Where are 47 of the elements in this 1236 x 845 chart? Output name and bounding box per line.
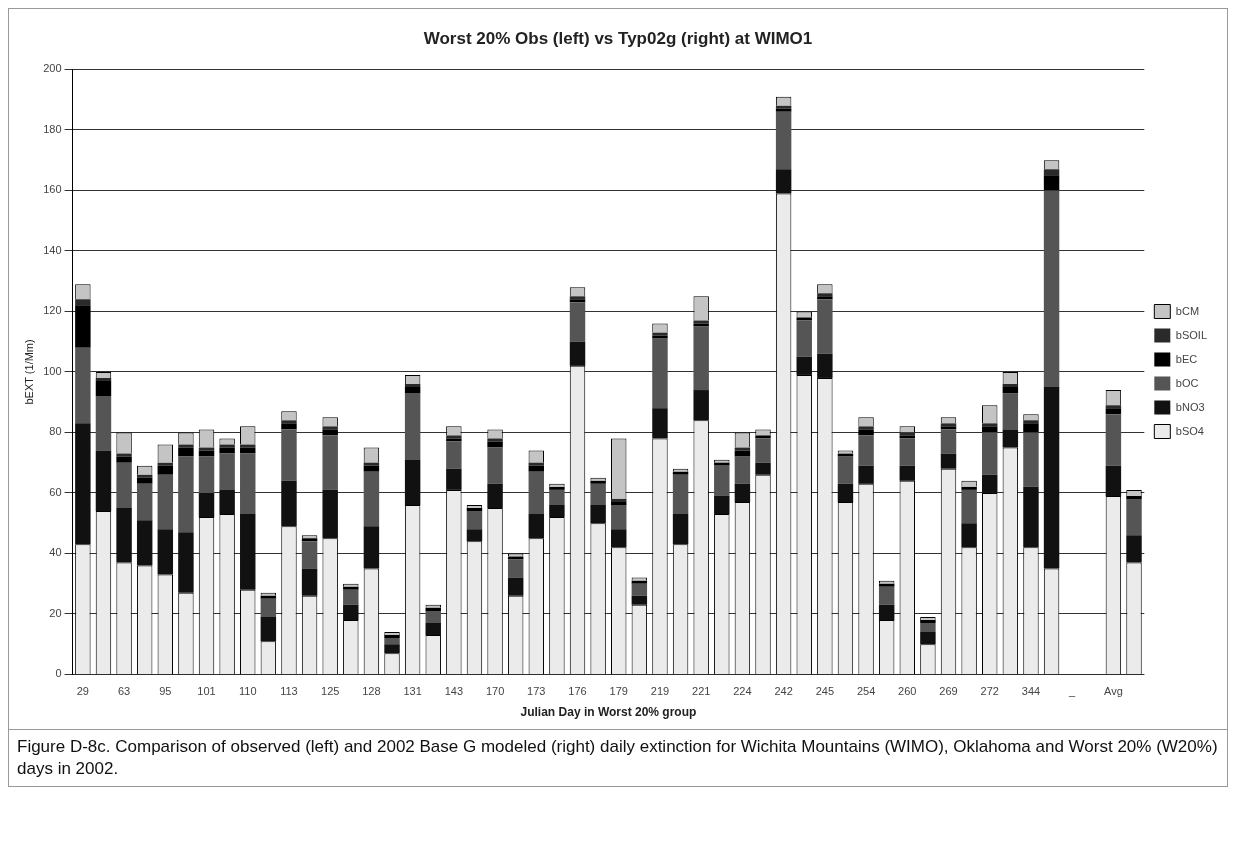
legend-label: bSO4 <box>1175 424 1204 437</box>
x-tick-label: 113 <box>280 685 298 698</box>
legend-label: bOC <box>1175 376 1199 389</box>
y-tick-label: 120 <box>43 304 62 317</box>
x-tick-label: 63 <box>117 685 131 698</box>
x-tick-label: 254 <box>856 685 876 698</box>
x-tick-label: 110 <box>238 685 257 698</box>
legend-label: bSOIL <box>1175 328 1207 341</box>
x-tick-label: 224 <box>733 685 752 698</box>
legend-label: bCM <box>1175 304 1200 317</box>
y-tick-label: 200 <box>43 62 62 75</box>
x-tick-label: 272 <box>980 685 999 698</box>
x-tick-label: 128 <box>362 685 381 698</box>
y-tick-label: 100 <box>43 364 62 377</box>
x-tick-label: 260 <box>898 685 917 698</box>
y-tick-label: 0 <box>55 667 62 680</box>
x-tick-label: 125 <box>321 685 340 698</box>
legend-label: bNO3 <box>1175 400 1205 413</box>
x-tick-label: 170 <box>485 685 505 698</box>
x-tick-label: 179 <box>609 685 628 698</box>
x-axis-title: Julian Day in Worst 20% group <box>520 705 697 720</box>
legend-label: bEC <box>1175 352 1198 365</box>
y-tick-label: 80 <box>49 425 62 438</box>
x-tick-label: 221 <box>692 685 711 698</box>
x-tick-label: 101 <box>197 685 216 698</box>
y-axis-title: bEXT (1/Mm) <box>22 339 35 405</box>
y-tick-label: 180 <box>43 122 62 135</box>
x-tick-label: 269 <box>939 685 958 698</box>
x-tick-label: 95 <box>159 685 172 698</box>
x-tick-label: 245 <box>815 685 835 698</box>
x-tick-label: _ <box>1068 685 1077 698</box>
x-tick-label: 29 <box>76 685 89 698</box>
y-tick-label: 160 <box>43 183 62 196</box>
y-tick-label: 140 <box>43 243 62 256</box>
x-tick-label: 173 <box>527 685 546 698</box>
y-tick-label: 60 <box>49 485 62 498</box>
x-tick-label: 242 <box>774 685 793 698</box>
x-tick-label: 219 <box>650 685 670 698</box>
y-tick-label: 40 <box>49 546 62 559</box>
x-tick-label: 143 <box>444 685 464 698</box>
x-tick-label: 344 <box>1021 685 1041 698</box>
chart-title: Worst 20% Obs (left) vs Typ02g (right) at WIMO1 <box>423 28 813 48</box>
x-tick-label: Avg <box>1104 685 1123 698</box>
text: Figure D-8c. Comparison of observed (left) and 2002 Base G modeled (right) daily extinction for Wichita Mountains (WIMO), Oklahoma and Worst 20% (W20%) days in 2002. <box>8 730 1228 787</box>
x-tick-label: 176 <box>568 685 587 698</box>
y-tick-label: 20 <box>49 606 62 619</box>
x-tick-label: 131 <box>403 685 422 698</box>
